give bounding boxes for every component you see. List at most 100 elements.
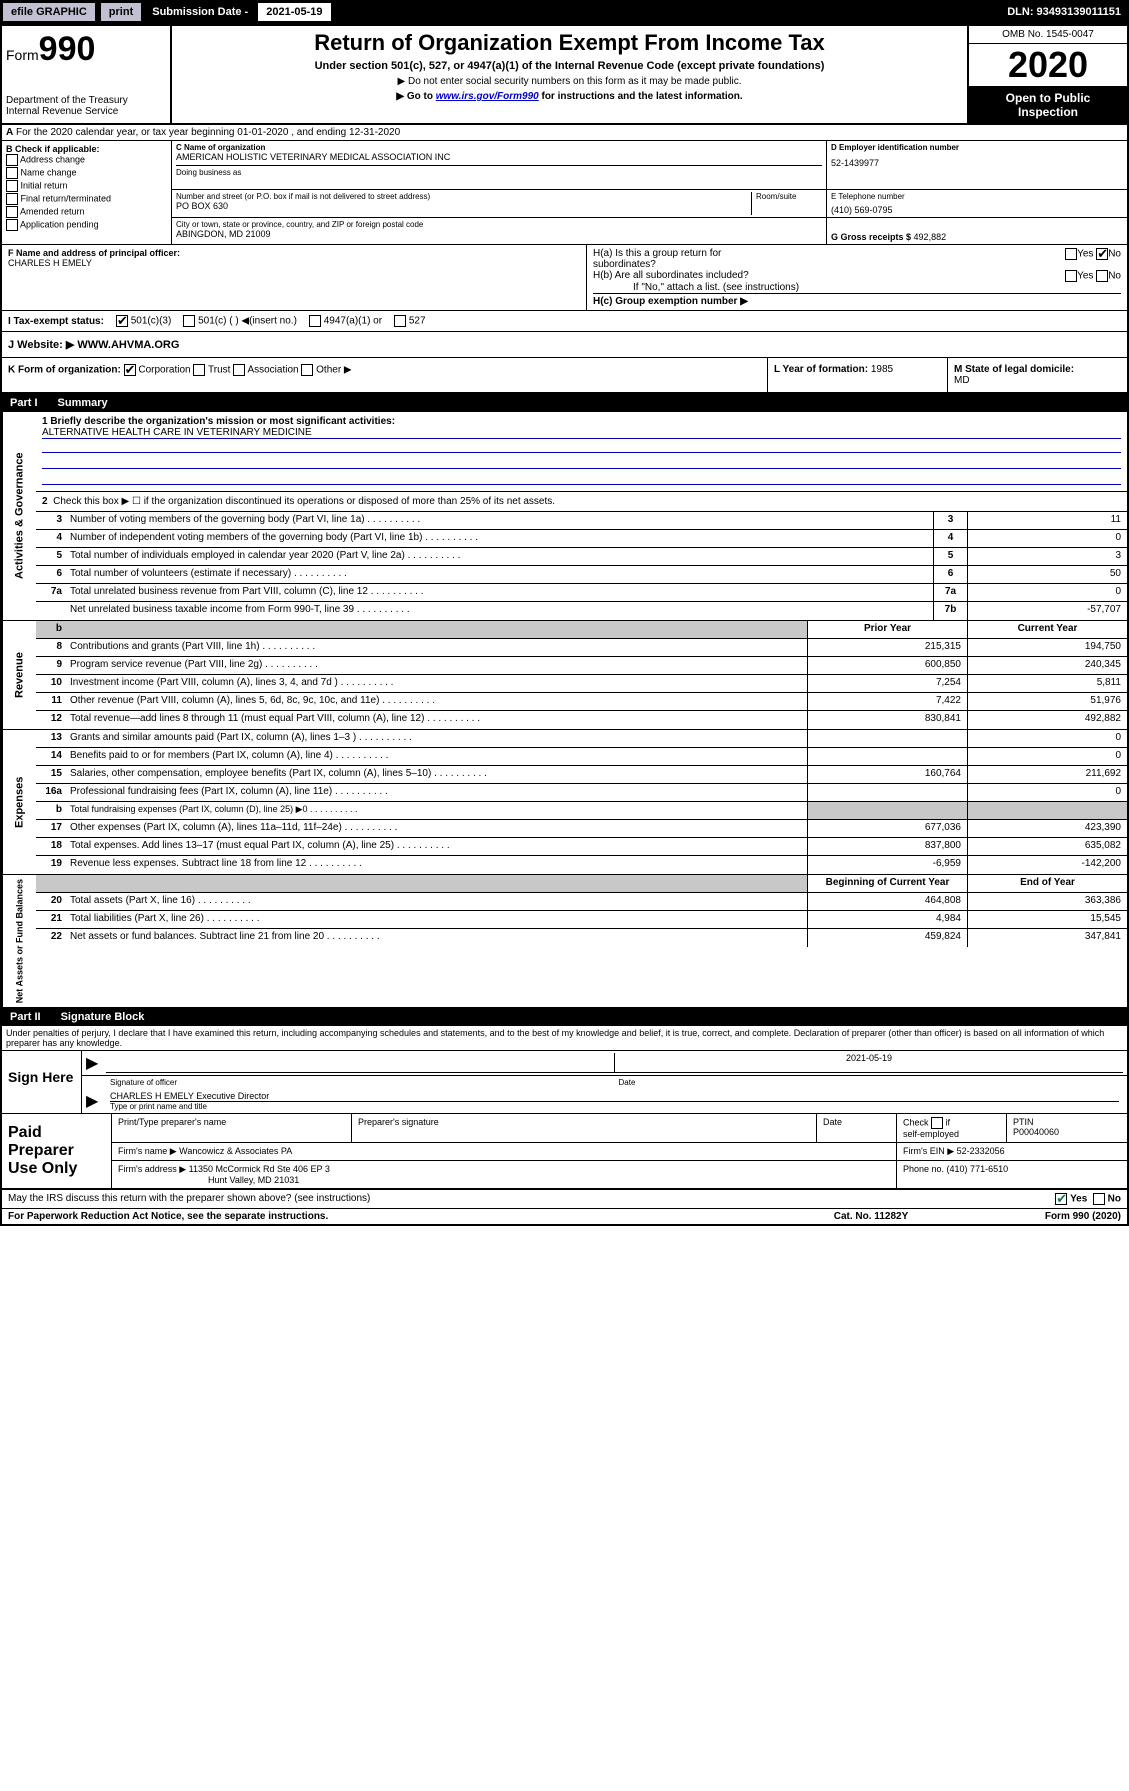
chk-501c3[interactable] [116,315,128,327]
line-num [36,602,66,620]
current-year-value [967,802,1127,819]
ha-no[interactable] [1096,248,1108,260]
line-box: 5 [933,548,967,565]
prior-year-value [807,784,967,801]
line-text: Investment income (Part VIII, column (A)… [66,675,807,692]
ein-value: 52-1439977 [831,158,1123,168]
line-num: 12 [36,711,66,729]
chk-trust[interactable] [193,364,205,376]
firm-addr2: Hunt Valley, MD 21031 [118,1175,299,1185]
open-public-2: Inspection [973,105,1123,119]
line-text: Total revenue—add lines 8 through 11 (mu… [66,711,807,729]
chk-527[interactable] [394,315,406,327]
current-year-value: -142,200 [967,856,1127,874]
line-num: 13 [36,730,66,747]
line-box: 4 [933,530,967,547]
chk-initial-return[interactable] [6,180,18,192]
hb-no[interactable] [1096,270,1108,282]
ha-yes[interactable] [1065,248,1077,260]
chk-self-employed[interactable] [931,1117,943,1129]
state-domicile-label: M State of legal domicile: [954,364,1074,375]
org-name: AMERICAN HOLISTIC VETERINARY MEDICAL ASS… [176,152,822,162]
current-year-value: 15,545 [967,911,1127,928]
efile-graphic-button[interactable]: efile GRAPHIC [2,2,96,22]
firm-ein: 52-2332056 [957,1146,1005,1156]
line-num: 22 [36,929,66,947]
form-title: Return of Organization Exempt From Incom… [180,30,959,56]
line-text: Total expenses. Add lines 13–17 (must eq… [66,838,807,855]
line-num: 21 [36,911,66,928]
line-text: Other revenue (Part VIII, column (A), li… [66,693,807,710]
line-box: 7b [933,602,967,620]
tax-exempt-label: I Tax-exempt status: [8,316,104,327]
sig-arrow2-icon: ▶ [86,1091,106,1111]
line-num: 5 [36,548,66,565]
chk-4947a1[interactable] [309,315,321,327]
chk-name-change[interactable] [6,167,18,179]
current-year-value: 492,882 [967,711,1127,729]
chk-amended-return[interactable] [6,206,18,218]
chk-501c[interactable] [183,315,195,327]
sig-arrow-icon: ▶ [86,1053,106,1073]
prior-year-value: 4,984 [807,911,967,928]
instructions-line: ▶ Go to www.irs.gov/Form990 for instruct… [180,91,959,102]
line-num: 7a [36,584,66,601]
line-text: Total liabilities (Part X, line 26) [66,911,807,928]
discuss-no[interactable] [1093,1193,1105,1205]
irs-label: Internal Revenue Service [6,106,166,117]
prior-year-value: 837,800 [807,838,967,855]
current-year-value: 0 [967,784,1127,801]
line-box: 7a [933,584,967,601]
submission-date-value: 2021-05-19 [258,3,330,21]
ssn-note: ▶ Do not enter social security numbers o… [180,76,959,87]
current-year-value: 5,811 [967,675,1127,692]
line-text: Contributions and grants (Part VIII, lin… [66,639,807,656]
line-value: 0 [967,530,1127,547]
discuss-yes[interactable] [1055,1193,1067,1205]
line2-text: 2 Check this box ▶ ☐ if the organization… [36,492,1127,512]
line-text: Total number of volunteers (estimate if … [66,566,933,583]
chk-application-pending[interactable] [6,219,18,231]
prior-year-value: 464,808 [807,893,967,910]
chk-final-return[interactable] [6,193,18,205]
form990-link[interactable]: www.irs.gov/Form990 [436,91,539,102]
line-num: 3 [36,512,66,529]
section-netassets-label: Net Assets or Fund Balances [2,875,36,1007]
addr-label: Number and street (or P.O. box if mail i… [176,192,747,201]
line1-value: ALTERNATIVE HEALTH CARE IN VETERINARY ME… [42,427,1121,439]
hb-yes[interactable] [1065,270,1077,282]
website-label: J Website: ▶ [8,339,74,351]
dba-label: Doing business as [176,165,822,177]
sig-officer-label: Signature of officer [106,1078,615,1087]
print-button[interactable]: print [100,2,142,22]
chk-address-change[interactable] [6,154,18,166]
line-num: 9 [36,657,66,674]
line-text: Net assets or fund balances. Subtract li… [66,929,807,947]
part1-num: Part I [10,397,38,409]
line-value: 3 [967,548,1127,565]
line-num: 20 [36,893,66,910]
pra-notice: For Paperwork Reduction Act Notice, see … [8,1211,781,1222]
ha-label: H(a) Is this a group return for [593,248,721,259]
preparer-name-hdr: Print/Type preparer's name [112,1114,352,1142]
sign-date: 2021-05-19 [614,1053,1123,1073]
line-num: 11 [36,693,66,710]
current-year-value: 347,841 [967,929,1127,947]
line-num: 14 [36,748,66,765]
prior-year-value: 830,841 [807,711,967,729]
tax-year: 2020 [969,44,1127,87]
current-year-value: 0 [967,748,1127,765]
sign-here-label: Sign Here [2,1051,82,1113]
firm-phone-label: Phone no. [903,1164,947,1174]
chk-corporation[interactable] [124,364,136,376]
prior-year-value: 215,315 [807,639,967,656]
chk-association[interactable] [233,364,245,376]
preparer-date-hdr: Date [817,1114,897,1142]
line-text: Professional fundraising fees (Part IX, … [66,784,807,801]
prior-year-value: 160,764 [807,766,967,783]
prior-year-value: 600,850 [807,657,967,674]
cat-number: Cat. No. 11282Y [781,1211,961,1222]
chk-other[interactable] [301,364,313,376]
line-text: Other expenses (Part IX, column (A), lin… [66,820,807,837]
col-end-year: End of Year [967,875,1127,892]
